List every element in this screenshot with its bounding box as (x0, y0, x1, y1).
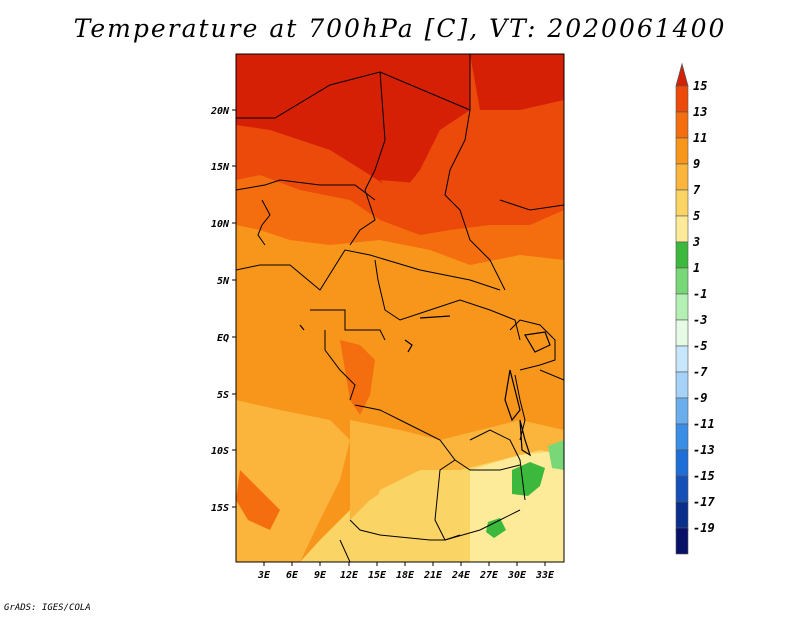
colorbar-swatch (675, 397, 689, 425)
lon-label: 30E (507, 570, 527, 581)
colorbar-label: -19 (693, 521, 715, 535)
colorbar-swatch (675, 293, 689, 321)
lat-label: 5N (217, 276, 230, 287)
map-title: Temperature at 700hPa [C], VT: 202006140… (73, 14, 727, 43)
colorbar-swatch (675, 527, 689, 555)
colorbar-label: -17 (693, 495, 715, 509)
colorbar-swatch (675, 371, 689, 399)
colorbar-swatch (675, 449, 689, 477)
lon-label: 21E (423, 570, 443, 581)
lat-label: 10S (211, 446, 229, 457)
colorbar-swatch (675, 241, 689, 269)
colorbar-label: -1 (693, 287, 707, 301)
colorbar-label: 15 (693, 79, 707, 93)
colorbar-swatch (675, 423, 689, 451)
colorbar-swatch (675, 345, 689, 373)
colorbar-swatch (675, 111, 689, 139)
lon-label: 15E (368, 570, 387, 581)
lon-label: 33E (535, 570, 555, 581)
colorbar-label: 13 (693, 105, 707, 119)
lat-label: 20N (210, 106, 230, 117)
colorbar-swatch (675, 319, 689, 347)
colorbar-label: 5 (693, 209, 700, 223)
longitude-axis: 3E 6E 9E 12E 15E 18E 21E 24E 27E 30E 33E (257, 562, 555, 581)
colorbar-labels: 15 13 11 9 7 5 3 1 -1 -3 -5 -7 -9 -11 -1… (692, 79, 715, 535)
colorbar-swatch (675, 501, 689, 529)
colorbar-label: -7 (693, 365, 708, 379)
colorbar-label: -3 (693, 313, 707, 327)
map-frame (235, 53, 565, 563)
colorbar-label: 11 (693, 131, 707, 145)
lat-label: 5S (217, 390, 229, 401)
colorbar-swatch (675, 267, 689, 295)
colorbar-swatch (675, 163, 689, 191)
colorbar-swatch (675, 85, 689, 113)
colorbar-label: -9 (693, 391, 707, 405)
colorbar-label: -15 (693, 469, 715, 483)
footer-credit: GrADS: IGES/COLA (4, 603, 91, 613)
lon-label: 6E (286, 570, 299, 581)
latitude-axis: 20N 15N 10N 5N EQ 5S 10S 15S (210, 106, 236, 514)
colorbar-label: -13 (693, 443, 715, 457)
colorbar-label: 3 (692, 235, 700, 249)
lat-label: 15N (211, 162, 230, 173)
lon-label: 24E (451, 570, 471, 581)
temperature-field (236, 54, 564, 562)
colorbar-label: 1 (693, 261, 700, 275)
lon-label: 27E (479, 570, 499, 581)
colorbar-label: -11 (693, 417, 715, 431)
country-borders (236, 54, 564, 562)
colorbar-swatch (675, 137, 689, 165)
lon-label: 3E (257, 570, 271, 581)
lon-label: 12E (340, 570, 359, 581)
colorbar (675, 62, 689, 555)
lat-label: 15S (211, 503, 229, 514)
colorbar-swatch (675, 475, 689, 503)
lakes (299, 315, 551, 457)
lon-label: 9E (314, 570, 327, 581)
colorbar-label: 9 (693, 157, 700, 171)
lat-label: 10N (211, 219, 230, 230)
lon-label: 18E (396, 570, 415, 581)
lat-label: EQ (217, 333, 229, 344)
colorbar-label: -5 (693, 339, 707, 353)
colorbar-label: 7 (693, 183, 701, 197)
colorbar-top-triangle (675, 62, 689, 87)
colorbar-swatch (675, 189, 689, 217)
colorbar-swatch (675, 215, 689, 243)
